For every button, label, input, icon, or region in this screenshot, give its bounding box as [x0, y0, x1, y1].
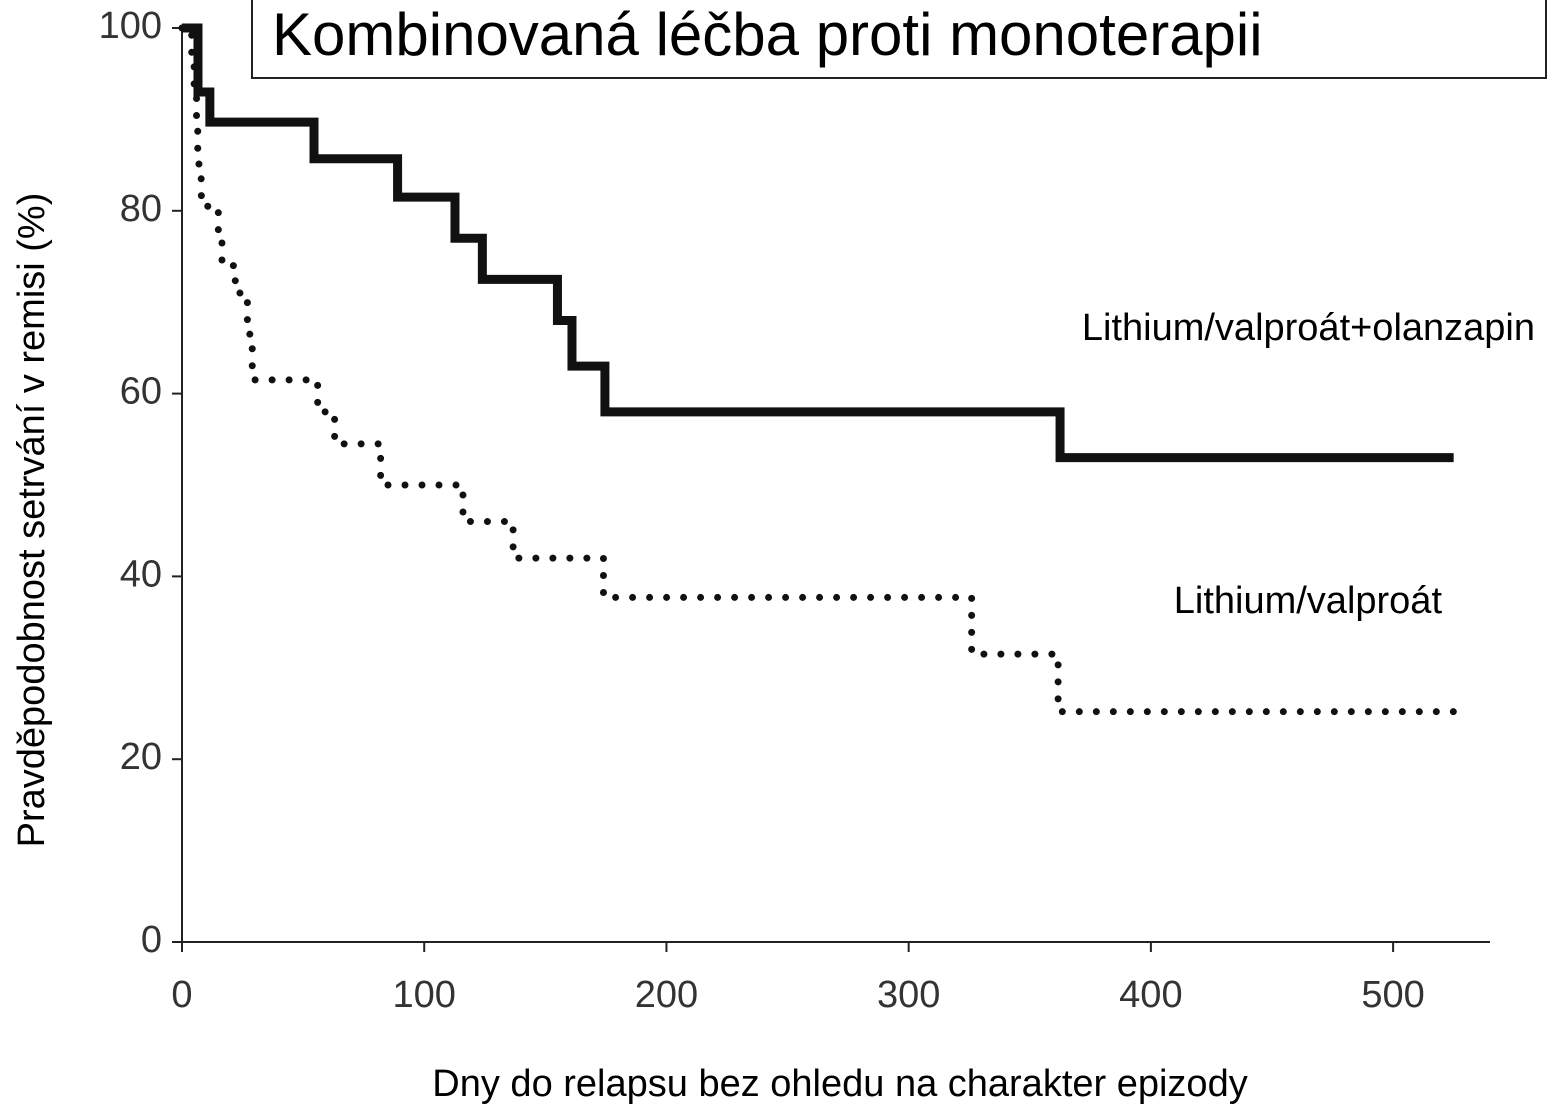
x-tick-label: 100 — [393, 974, 456, 1016]
y-tick-label: 20 — [120, 736, 162, 778]
series-label: Lithium/valproát — [1174, 580, 1443, 622]
y-tick-label: 100 — [99, 5, 162, 47]
survival-curve — [182, 23, 1454, 463]
x-tick-label: 300 — [877, 974, 940, 1016]
series-label: Lithium/valproát+olanzapin — [1082, 307, 1535, 349]
y-axis-label: Pravděpodobnost setrvání v remisi (%) — [11, 193, 53, 848]
y-tick-label: 60 — [120, 371, 162, 413]
x-tick-label: 200 — [635, 974, 698, 1016]
x-tick-label: 500 — [1361, 974, 1424, 1016]
x-tick-label: 0 — [171, 974, 192, 1016]
y-tick-label: 0 — [141, 919, 162, 961]
y-tick-label: 80 — [120, 188, 162, 230]
y-tick-label: 40 — [120, 553, 162, 595]
x-axis-label: Dny do relapsu bez ohledu na charakter e… — [432, 1063, 1247, 1105]
survival-curve — [178, 24, 1464, 716]
title-box — [251, 0, 1547, 79]
x-tick-label: 400 — [1119, 974, 1182, 1016]
chart-title: Kombinovaná léčba proti monoterapii — [272, 1, 1263, 68]
